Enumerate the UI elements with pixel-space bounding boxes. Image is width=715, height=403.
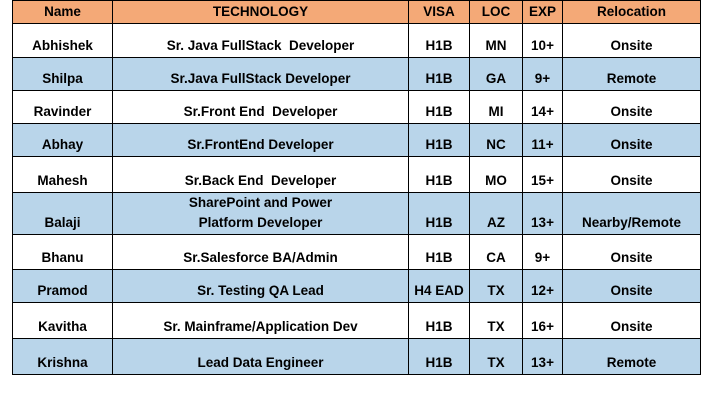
- header-exp: EXP: [522, 0, 563, 24]
- cell-technology: Sr.Java FullStack Developer: [112, 57, 409, 91]
- table-row: Krishna Lead Data Engineer H1B TX 13+ Re…: [12, 338, 701, 375]
- cell-loc: GA: [469, 57, 523, 91]
- cell-visa: H1B: [408, 90, 470, 124]
- cell-loc: AZ: [469, 192, 523, 235]
- cell-relocation: Onsite: [562, 123, 701, 157]
- cell-name: Krishna: [12, 338, 113, 375]
- cell-name: Pramod: [12, 269, 113, 303]
- cell-name: Mahesh: [12, 156, 113, 193]
- cell-exp: 13+: [522, 192, 563, 235]
- cell-technology: Sr. Java FullStack Developer: [112, 23, 409, 58]
- cell-visa: H1B: [408, 234, 470, 270]
- cell-exp: 9+: [522, 57, 563, 91]
- cell-relocation: Remote: [562, 57, 701, 91]
- cell-visa: H1B: [408, 57, 470, 91]
- cell-loc: TX: [469, 269, 523, 303]
- header-technology: TECHNOLOGY: [112, 0, 409, 24]
- table-row: Abhay Sr.FrontEnd Developer H1B NC 11+ O…: [12, 123, 701, 157]
- cell-visa: H1B: [408, 123, 470, 157]
- cell-technology: Sr. Testing QA Lead: [112, 269, 409, 303]
- cell-technology: Sr. Mainframe/Application Dev: [112, 302, 409, 339]
- header-loc: LOC: [469, 0, 523, 24]
- cell-relocation: Onsite: [562, 269, 701, 303]
- header-row: Name TECHNOLOGY VISA LOC EXP Relocation: [12, 0, 701, 24]
- cell-name: Shilpa: [12, 57, 113, 91]
- table-row: Ravinder Sr.Front End Developer H1B MI 1…: [12, 90, 701, 124]
- cell-exp: 15+: [522, 156, 563, 193]
- cell-technology: Sr.Front End Developer: [112, 90, 409, 124]
- cell-relocation: Onsite: [562, 90, 701, 124]
- cell-relocation: Remote: [562, 338, 701, 375]
- cell-loc: MI: [469, 90, 523, 124]
- header-visa: VISA: [408, 0, 470, 24]
- cell-loc: MN: [469, 23, 523, 58]
- cell-visa: H4 EAD: [408, 269, 470, 303]
- cell-exp: 13+: [522, 338, 563, 375]
- cell-name: Abhishek: [12, 23, 113, 58]
- cell-exp: 11+: [522, 123, 563, 157]
- cell-relocation: Onsite: [562, 234, 701, 270]
- cell-technology: Lead Data Engineer: [112, 338, 409, 375]
- table-row: Shilpa Sr.Java FullStack Developer H1B G…: [12, 57, 701, 91]
- table-row: Pramod Sr. Testing QA Lead H4 EAD TX 12+…: [12, 269, 701, 303]
- cell-visa: H1B: [408, 302, 470, 339]
- table-row: Bhanu Sr.Salesforce BA/Admin H1B CA 9+ O…: [12, 234, 701, 270]
- cell-technology: Sr.FrontEnd Developer: [112, 123, 409, 157]
- cell-exp: 10+: [522, 23, 563, 58]
- cell-exp: 9+: [522, 234, 563, 270]
- cell-relocation: Nearby/Remote: [562, 192, 701, 235]
- cell-loc: CA: [469, 234, 523, 270]
- cell-technology: Sr.Salesforce BA/Admin: [112, 234, 409, 270]
- cell-relocation: Onsite: [562, 156, 701, 193]
- candidates-table: Name TECHNOLOGY VISA LOC EXP Relocation …: [12, 0, 701, 375]
- table-row: Mahesh Sr.Back End Developer H1B MO 15+ …: [12, 156, 701, 193]
- cell-name: Abhay: [12, 123, 113, 157]
- cell-name: Balaji: [12, 192, 113, 235]
- header-name: Name: [12, 0, 113, 24]
- cell-loc: NC: [469, 123, 523, 157]
- cell-loc: TX: [469, 302, 523, 339]
- cell-exp: 12+: [522, 269, 563, 303]
- cell-technology: Sr.Back End Developer: [112, 156, 409, 193]
- cell-relocation: Onsite: [562, 23, 701, 58]
- cell-visa: H1B: [408, 23, 470, 58]
- cell-visa: H1B: [408, 338, 470, 375]
- cell-name: Kavitha: [12, 302, 113, 339]
- cell-relocation: Onsite: [562, 302, 701, 339]
- table-row: Kavitha Sr. Mainframe/Application Dev H1…: [12, 302, 701, 339]
- cell-visa: H1B: [408, 156, 470, 193]
- cell-name: Ravinder: [12, 90, 113, 124]
- cell-exp: 16+: [522, 302, 563, 339]
- cell-technology: SharePoint and Power Platform Developer: [112, 192, 409, 235]
- cell-visa: H1B: [408, 192, 470, 235]
- cell-name: Bhanu: [12, 234, 113, 270]
- table-row: Balaji SharePoint and Power Platform Dev…: [12, 192, 701, 235]
- table-row: Abhishek Sr. Java FullStack Developer H1…: [12, 23, 701, 58]
- cell-exp: 14+: [522, 90, 563, 124]
- cell-loc: TX: [469, 338, 523, 375]
- cell-loc: MO: [469, 156, 523, 193]
- header-relocation: Relocation: [562, 0, 701, 24]
